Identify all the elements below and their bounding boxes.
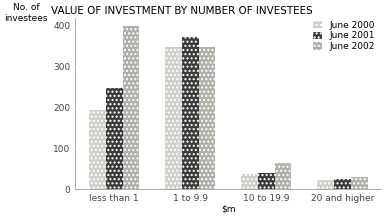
Bar: [182, 37, 199, 189]
Bar: [258, 173, 275, 189]
Legend: June 2000, June 2001, June 2002: June 2000, June 2001, June 2002: [312, 19, 377, 53]
Text: VALUE OF INVESTMENT BY NUMBER OF INVESTEES: VALUE OF INVESTMENT BY NUMBER OF INVESTE…: [51, 5, 313, 16]
X-axis label: $m: $m: [221, 205, 236, 214]
Bar: [89, 110, 106, 189]
Bar: [317, 180, 334, 189]
Bar: [241, 174, 258, 189]
Bar: [123, 26, 139, 189]
Bar: [334, 179, 351, 189]
Bar: [351, 177, 368, 189]
Bar: [165, 47, 182, 189]
Bar: [199, 47, 216, 189]
Y-axis label: No. of
investees: No. of investees: [5, 4, 48, 23]
Bar: [275, 163, 291, 189]
Bar: [106, 88, 123, 189]
